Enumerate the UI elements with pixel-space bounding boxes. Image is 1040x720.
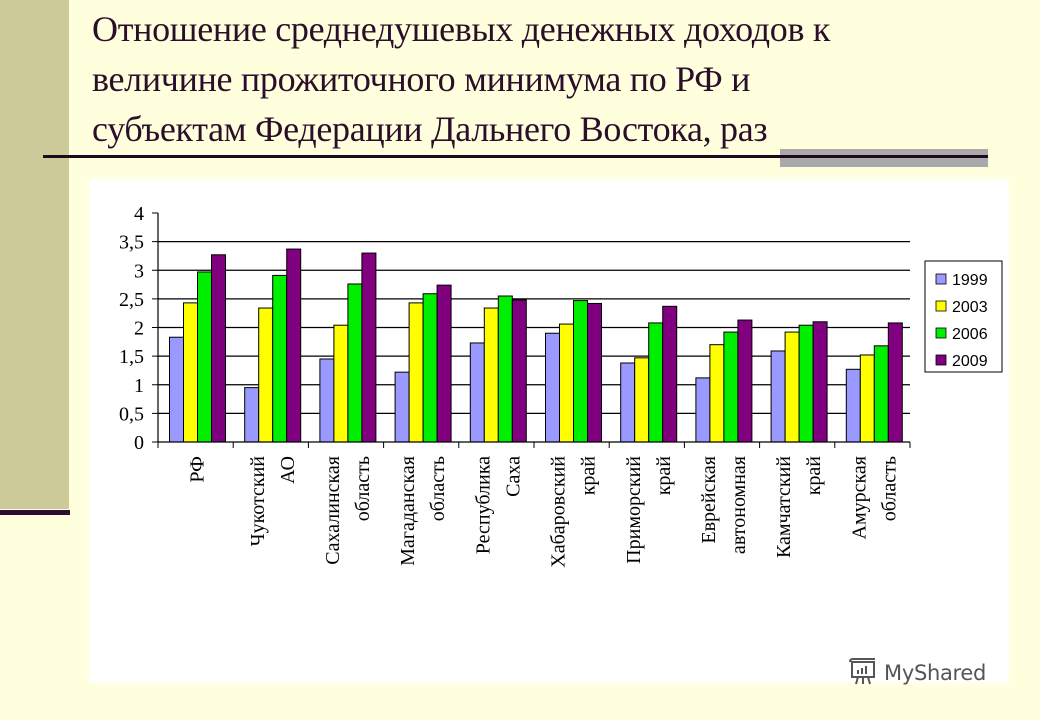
y-tick-label: 3,5: [119, 232, 144, 254]
bar-2009: [887, 322, 903, 443]
x-category-label: край: [578, 456, 600, 496]
x-category-label: край: [803, 456, 825, 496]
title-line-3: субъектам Федерации Дальнего Востока, ра…: [92, 109, 768, 149]
x-category-label: Сахалинская: [322, 456, 344, 565]
bar-2006: [497, 295, 513, 443]
y-tick-label: 1: [134, 375, 144, 397]
title-underline: [43, 155, 988, 158]
bar-2006: [422, 293, 438, 443]
x-category-label: область: [352, 456, 374, 521]
watermark-text: MyShared: [884, 661, 987, 685]
bar-1999: [469, 342, 485, 443]
x-category-label: Республика: [472, 456, 494, 554]
x-category-label: Чукотский: [247, 456, 269, 547]
legend-swatch-2003: [935, 300, 947, 312]
title-underline-shadow: [780, 149, 988, 167]
bar-2006: [873, 345, 889, 443]
x-category-label: Магаданская: [397, 456, 419, 566]
x-category-label: область: [878, 456, 900, 521]
bar-2009: [812, 321, 828, 443]
bar-2009: [587, 302, 602, 443]
bar-2009: [436, 284, 452, 443]
y-tick-label: 2: [134, 318, 144, 340]
legend-label-2009: 2009: [952, 353, 988, 370]
presentation-board-icon: [849, 658, 875, 685]
bar-1999: [695, 377, 711, 443]
bar-2003: [859, 354, 875, 443]
bar-2003: [709, 344, 725, 443]
x-category-label: АО: [277, 456, 299, 484]
y-tick-label: 2,5: [119, 289, 144, 311]
bar-2006: [347, 283, 363, 443]
x-category-label: автономная: [728, 456, 750, 554]
bar-2003: [483, 307, 499, 443]
bar-2006: [573, 300, 588, 443]
bar-1999: [620, 362, 636, 443]
x-category-label: РФ: [187, 456, 209, 483]
x-category-label: Саха: [502, 456, 524, 497]
bar-2003: [183, 302, 198, 443]
legend-label-2006: 2006: [952, 326, 988, 343]
x-category-label: область: [427, 456, 449, 521]
bar-1999: [770, 350, 786, 443]
bar-2009: [737, 319, 753, 443]
bar-2009: [361, 252, 377, 443]
legend-label-2003: 2003: [952, 299, 988, 316]
title-line-2: величине прожиточного минимума по РФ и: [92, 59, 751, 99]
y-tick-label: 1,5: [119, 346, 144, 368]
bar-2003: [258, 307, 274, 443]
legend-swatch-2006: [935, 327, 947, 339]
bar-2006: [798, 324, 814, 443]
y-tick-label: 4: [134, 203, 144, 225]
y-tick-label: 0,5: [119, 403, 144, 425]
watermark: MyShared: [848, 656, 986, 690]
y-tick-label: 0: [134, 432, 144, 454]
legend-label-1999: 1999: [952, 272, 988, 289]
bar-2003: [333, 324, 349, 443]
bar-2003: [559, 323, 574, 443]
bar-1999: [394, 371, 410, 443]
bar-2003: [784, 331, 800, 443]
bar-2003: [634, 357, 650, 443]
bar-2009: [211, 254, 226, 443]
x-category-label: Хабаровский: [548, 456, 570, 568]
x-category-label: Еврейская: [698, 456, 720, 544]
bar-1999: [545, 332, 560, 443]
chart-area: 0 0,5 1 1,5 2 2,5 3 3,5 4 РФ Чукотский АО Сахалинска…: [90, 180, 1008, 682]
legend-swatch-1999: [935, 273, 947, 285]
bar-2003: [408, 302, 424, 443]
x-category-label: Амурская: [848, 456, 870, 539]
x-category-label: Камчатский: [773, 456, 795, 558]
bar-2009: [511, 299, 527, 443]
title-line-1: Отношение среднедушевых денежных доходов…: [92, 9, 831, 49]
bar-2006: [272, 274, 288, 443]
slide-title: Отношение среднедушевых денежных доходов…: [92, 4, 1012, 154]
x-category-label: край: [653, 456, 675, 496]
bar-2006: [723, 331, 739, 443]
bar-2009: [662, 305, 678, 443]
bar-2006: [197, 271, 212, 443]
bar-1999: [244, 387, 260, 443]
y-tick-label: 3: [134, 260, 144, 282]
side-decoration-rule: [0, 510, 70, 515]
bar-1999: [319, 358, 335, 443]
bar-1999: [169, 336, 184, 443]
bar-chart: 0 0,5 1 1,5 2 2,5 3 3,5 4 РФ Чукотский АО Сахалинска…: [119, 203, 1003, 568]
x-category-label: Приморский: [623, 456, 645, 564]
bar-2006: [648, 322, 664, 443]
bar-1999: [845, 368, 861, 443]
bar-2009: [286, 248, 302, 443]
legend-swatch-2009: [935, 354, 947, 366]
side-decoration-bar: [0, 0, 69, 509]
